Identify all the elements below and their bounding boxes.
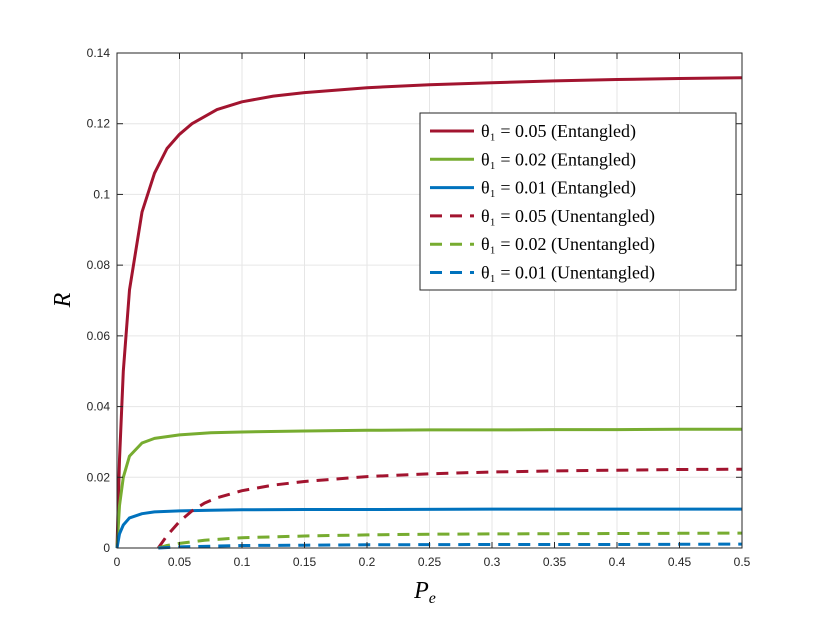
legend-box: [419, 112, 737, 291]
x-tick-label: 0.25: [418, 555, 442, 569]
y-tick-labels: 0 0.02 0.04 0.06 0.08 0.1 0.12 0.14: [87, 46, 111, 555]
series-line-5: [157, 531, 743, 550]
y-tick-label: 0.1: [93, 187, 110, 201]
x-tick-label: 0.05: [168, 555, 192, 569]
series-line-6: [158, 542, 743, 550]
x-tick-label: 0.1: [234, 555, 251, 569]
x-tick-label: 0.35: [543, 555, 567, 569]
y-tick-label: 0.12: [87, 117, 111, 131]
series-line-4: [157, 467, 743, 549]
x-tick-label: 0.5: [734, 555, 751, 569]
x-tick-label: 0: [114, 555, 121, 569]
y-tick-label: 0.06: [87, 329, 111, 343]
legend-label: θ₁ = 0.05 (Entangled): [481, 121, 636, 142]
legend-label: θ₁ = 0.02 (Unentangled): [481, 234, 655, 255]
y-tick-label: 0.14: [87, 46, 111, 60]
series-lines: [115, 76, 743, 550]
x-axis-title: Pe: [413, 578, 436, 607]
y-tick-label: 0: [103, 541, 110, 555]
series-line-1: [115, 76, 743, 549]
legend-label: θ₁ = 0.01 (Entangled): [481, 178, 636, 199]
x-tick-label: 0.45: [668, 555, 692, 569]
x-tick-label: 0.4: [609, 555, 626, 569]
y-axis-title: R: [50, 292, 76, 308]
axis-ticks: [116, 52, 743, 549]
x-tick-label: 0.3: [484, 555, 501, 569]
series-line-2: [115, 427, 742, 549]
legend: θ₁ = 0.05 (Entangled) θ₁ = 0.02 (Entangle…: [419, 112, 737, 291]
series-line-3: [115, 507, 742, 549]
y-tick-label: 0.04: [87, 400, 111, 414]
y-tick-label: 0.02: [87, 470, 111, 484]
x-tick-label: 0.15: [293, 555, 317, 569]
legend-label: θ₁ = 0.02 (Entangled): [481, 149, 636, 170]
y-tick-label: 0.08: [87, 258, 111, 272]
legend-label: θ₁ = 0.05 (Unentangled): [481, 206, 655, 227]
legend-label: θ₁ = 0.01 (Unentangled): [481, 263, 655, 284]
x-tick-label: 0.2: [359, 555, 376, 569]
x-tick-labels: 0 0.05 0.1 0.15 0.2 0.25 0.3 0.35 0.4 0.45 0.5: [114, 555, 751, 569]
